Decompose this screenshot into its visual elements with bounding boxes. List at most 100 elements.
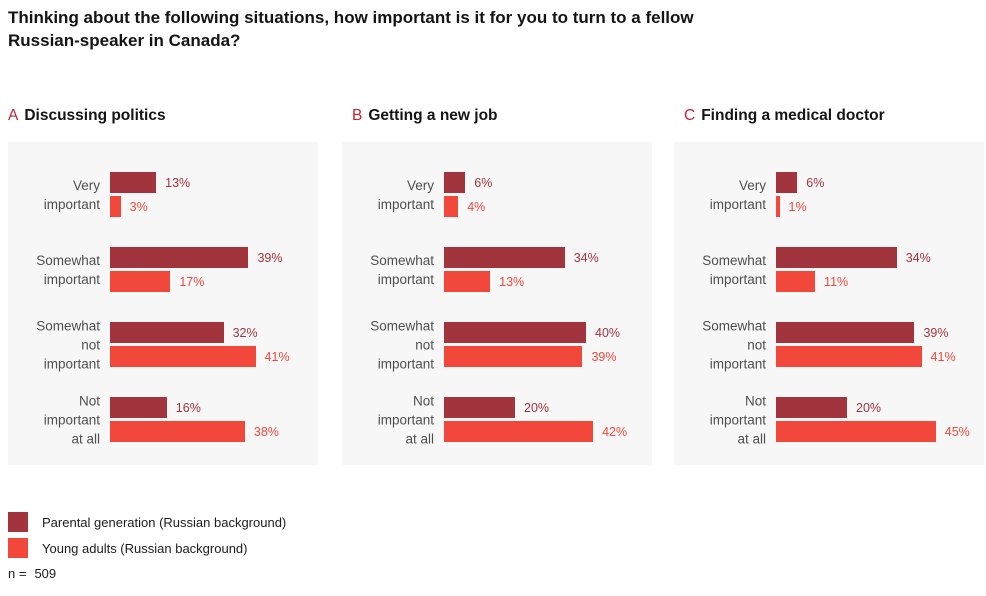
bar-young	[444, 346, 583, 367]
category-row: Not important at all 20% 45%	[674, 393, 984, 446]
bar-row-young: 13%	[444, 271, 599, 292]
bar-row-parental: 39%	[776, 322, 956, 343]
value-label-young: 42%	[602, 424, 628, 439]
bar-young	[110, 346, 256, 367]
bar-row-young: 39%	[444, 346, 620, 367]
bar-row-parental: 40%	[444, 322, 620, 343]
bar-row-young: 4%	[444, 196, 492, 217]
bar-row-parental: 20%	[776, 397, 970, 418]
value-label-young: 45%	[944, 424, 970, 439]
value-label-parental: 34%	[905, 250, 931, 265]
bar-row-parental: 32%	[110, 322, 290, 343]
bar-row-parental: 16%	[110, 397, 279, 418]
chart-title: Thinking about the following situations,…	[8, 6, 808, 52]
value-label-parental: 32%	[232, 325, 258, 340]
sample-size-note: n = 509	[8, 566, 56, 581]
category-label: Somewhat not important	[36, 318, 100, 371]
chart-title-line-1: Thinking about the following situations,…	[8, 8, 694, 27]
bar-young	[444, 271, 491, 292]
legend-swatch-parental	[8, 512, 28, 532]
bar-parental	[444, 397, 515, 418]
category-row: Very important 6% 4%	[342, 172, 652, 217]
category-row: Not important at all 16% 38%	[8, 393, 318, 446]
category-row: Somewhat important 39% 17%	[8, 247, 318, 292]
value-label-parental: 16%	[175, 400, 201, 415]
value-label-young: 38%	[253, 424, 279, 439]
bar-row-young: 11%	[776, 271, 931, 292]
value-label-parental: 20%	[524, 400, 550, 415]
panel-title: Getting a new job	[368, 107, 498, 124]
value-label-young: 11%	[824, 274, 849, 289]
panel-letter: B	[352, 107, 363, 124]
bar-row-parental: 34%	[444, 247, 599, 268]
bar-young	[110, 196, 121, 217]
category-label: Somewhat not important	[370, 318, 434, 371]
chart-panel-b: Very important 6% 4% Somewhat important 34% 13%…	[342, 142, 652, 465]
bar-row-young: 38%	[110, 421, 279, 442]
category-label: Not important at all	[377, 393, 434, 446]
value-label-young: 3%	[129, 199, 148, 214]
legend-label-parental: Parental generation (Russian background)	[42, 514, 287, 530]
bar-parental	[776, 172, 798, 193]
value-label-parental: 6%	[806, 175, 825, 190]
bar-row-young: 1%	[776, 196, 824, 217]
bar-row-young: 3%	[110, 196, 190, 217]
bar-parental	[776, 322, 915, 343]
category-label: Not important at all	[709, 393, 766, 446]
category-row: Very important 13% 3%	[8, 172, 318, 217]
bar-parental	[444, 322, 586, 343]
bar-group: 16% 38%	[110, 397, 279, 445]
category-row: Somewhat important 34% 11%	[674, 247, 984, 292]
bar-young	[444, 421, 594, 442]
value-label-young: 17%	[179, 274, 205, 289]
bar-parental	[444, 247, 565, 268]
bar-young	[444, 196, 459, 217]
bar-group: 39% 41%	[776, 322, 956, 370]
legend-item-young: Young adults (Russian background)	[8, 538, 286, 558]
bar-row-young: 45%	[776, 421, 970, 442]
category-label: Somewhat not important	[702, 318, 766, 371]
bar-group: 32% 41%	[110, 322, 290, 370]
category-label: Somewhat important	[36, 252, 100, 287]
bar-parental	[110, 247, 249, 268]
category-row: Not important at all 20% 42%	[342, 393, 652, 446]
panel-header-c: C Finding a medical doctor	[684, 107, 885, 125]
panel-letter: C	[684, 107, 696, 124]
value-label-parental: 34%	[573, 250, 599, 265]
bar-young	[110, 271, 171, 292]
chart-title-line-2: Russian-speaker in Canada?	[8, 31, 241, 50]
bar-group: 39% 17%	[110, 247, 282, 295]
category-label: Very important	[709, 177, 766, 212]
value-label-young: 41%	[930, 349, 956, 364]
bar-row-parental: 13%	[110, 172, 190, 193]
bar-row-parental: 6%	[444, 172, 492, 193]
bar-young	[776, 271, 816, 292]
value-label-parental: 20%	[856, 400, 882, 415]
bar-young	[110, 421, 245, 442]
value-label-parental: 40%	[595, 325, 621, 340]
bar-parental	[776, 247, 897, 268]
value-label-young: 39%	[591, 349, 617, 364]
category-label: Very important	[377, 177, 434, 212]
bar-row-young: 42%	[444, 421, 627, 442]
bar-parental	[110, 397, 167, 418]
value-label-parental: 39%	[923, 325, 949, 340]
panel-title: Finding a medical doctor	[701, 107, 885, 124]
sample-size-prefix: n =	[8, 566, 27, 581]
sample-size-value: 509	[34, 566, 57, 581]
bar-young	[776, 196, 780, 217]
bar-group: 20% 42%	[444, 397, 627, 445]
bar-group: 34% 11%	[776, 247, 931, 295]
bar-group: 20% 45%	[776, 397, 970, 445]
panel-header-b: B Getting a new job	[352, 107, 498, 125]
bar-row-parental: 39%	[110, 247, 282, 268]
panel-header-a: A Discussing politics	[8, 107, 166, 125]
category-label: Somewhat important	[370, 252, 434, 287]
bar-row-parental: 20%	[444, 397, 627, 418]
bar-young	[776, 346, 922, 367]
legend-swatch-young	[8, 538, 28, 558]
legend: Parental generation (Russian background)…	[8, 512, 286, 564]
chart-panel-a: Very important 13% 3% Somewhat important 39% 17…	[8, 142, 318, 465]
bar-row-young: 41%	[776, 346, 956, 367]
value-label-parental: 6%	[474, 175, 493, 190]
